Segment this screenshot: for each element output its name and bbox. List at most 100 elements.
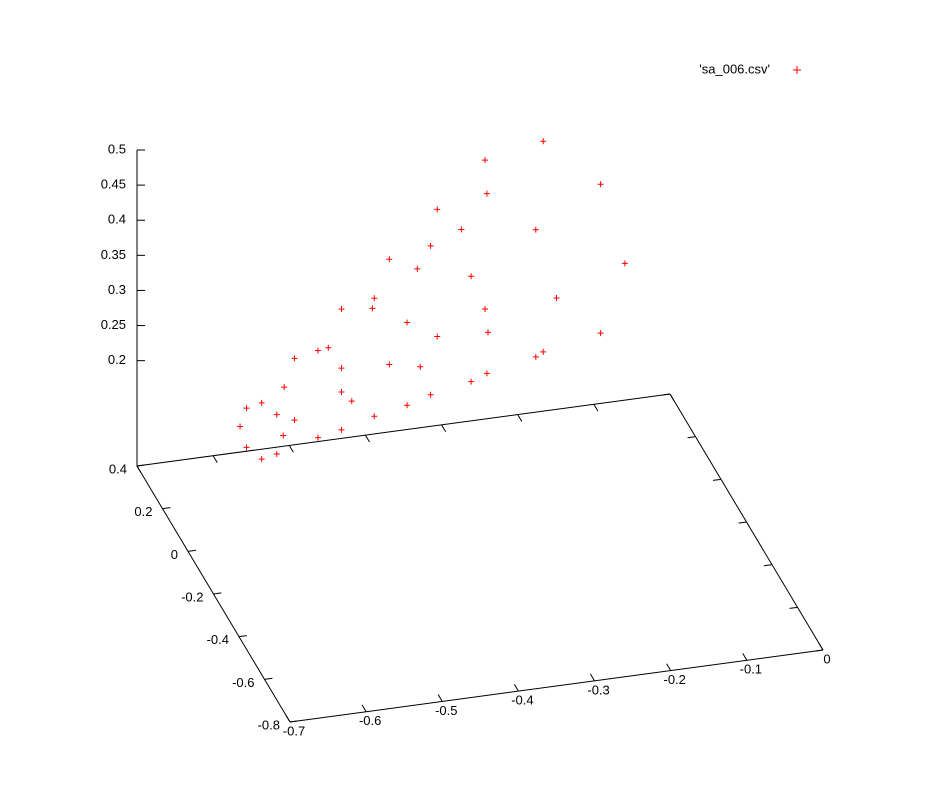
point	[468, 378, 475, 385]
point	[386, 256, 393, 263]
point	[281, 384, 288, 391]
point	[386, 361, 393, 368]
x-tick-label: -0.3	[587, 682, 609, 697]
y-tick	[213, 592, 222, 595]
point	[273, 411, 280, 418]
point	[485, 329, 492, 336]
point	[427, 391, 434, 398]
x-tick	[285, 714, 291, 723]
point	[325, 344, 332, 351]
y-tick-label: -0.4	[207, 632, 229, 647]
y-tick	[162, 507, 171, 510]
z-tick-label: 0.45	[101, 177, 126, 192]
x-tick-label: -0.2	[664, 672, 686, 687]
point	[291, 417, 298, 424]
x-tick	[361, 704, 367, 712]
x-tick-label: -0.7	[283, 723, 305, 738]
x-tick	[818, 642, 824, 651]
y-tick-mirror	[789, 606, 798, 609]
y-tick-mirror	[738, 521, 747, 524]
y-tick-mirror	[815, 649, 824, 652]
x-tick-mirror	[364, 434, 370, 443]
base-edge	[136, 393, 671, 467]
x-tick-label: 0	[823, 651, 830, 666]
legend-label: 'sa_006.csv'	[699, 61, 770, 76]
point	[621, 260, 628, 267]
point	[483, 370, 490, 377]
z-tick-label: 0.25	[101, 317, 126, 332]
x-tick-label: -0.4	[511, 693, 533, 708]
point	[338, 306, 345, 313]
point	[597, 330, 604, 337]
point	[243, 444, 250, 451]
y-tick	[264, 677, 273, 680]
x-tick-label: -0.1	[740, 662, 762, 677]
point	[532, 226, 539, 233]
point	[540, 138, 547, 145]
z-tick-label: 0.2	[108, 352, 126, 367]
point	[404, 319, 411, 326]
point	[540, 348, 547, 355]
point	[434, 206, 441, 213]
point	[434, 333, 441, 340]
x-tick	[666, 663, 672, 671]
x-tick	[437, 694, 443, 702]
y-tick-label: 0.2	[134, 504, 152, 519]
x-tick-mirror	[136, 465, 142, 474]
y-tick-mirror	[662, 393, 671, 396]
y-tick-label: -0.6	[232, 675, 254, 690]
x-tick-mirror	[212, 455, 218, 463]
point	[553, 295, 560, 302]
point	[427, 242, 434, 249]
point	[532, 353, 539, 360]
point	[482, 157, 489, 164]
y-tick-label: -0.8	[258, 717, 280, 732]
y-tick-label: -0.2	[181, 589, 203, 604]
x-tick	[742, 653, 748, 661]
z-tick-label: 0.35	[101, 247, 126, 262]
legend-marker	[793, 66, 801, 74]
y-tick-label: 0	[171, 547, 178, 562]
point	[237, 423, 244, 430]
point	[338, 389, 345, 396]
y-tick	[238, 635, 247, 638]
base-edge	[289, 649, 824, 723]
point	[369, 305, 376, 312]
x-tick-mirror	[669, 393, 675, 402]
point	[414, 265, 421, 272]
point	[314, 434, 321, 441]
x-tick-mirror	[288, 445, 294, 453]
point	[273, 450, 280, 457]
point	[314, 347, 321, 354]
point	[468, 273, 475, 280]
y-tick	[187, 549, 196, 552]
point	[371, 413, 378, 420]
y-tick	[289, 720, 298, 723]
x-tick-mirror	[441, 424, 447, 432]
x-tick-label: -0.6	[359, 713, 381, 728]
z-tick-label: 0.5	[108, 141, 126, 156]
point	[280, 432, 287, 439]
point	[597, 181, 604, 188]
point	[404, 402, 411, 409]
x-tick-label: -0.5	[435, 703, 457, 718]
y-tick-label: 0.4	[109, 461, 127, 476]
point	[371, 295, 378, 302]
point	[291, 355, 298, 362]
z-tick-label: 0.3	[108, 282, 126, 297]
point	[258, 456, 265, 463]
point	[338, 365, 345, 372]
x-tick-mirror	[517, 414, 523, 422]
y-tick-mirror	[687, 436, 696, 439]
point	[243, 405, 250, 412]
point	[417, 363, 424, 370]
point	[338, 426, 345, 433]
z-tick-label: 0.4	[108, 212, 126, 227]
point	[258, 399, 265, 406]
y-tick	[136, 464, 145, 467]
y-tick-mirror	[713, 478, 722, 481]
x-tick-mirror	[593, 404, 599, 412]
point	[458, 226, 465, 233]
